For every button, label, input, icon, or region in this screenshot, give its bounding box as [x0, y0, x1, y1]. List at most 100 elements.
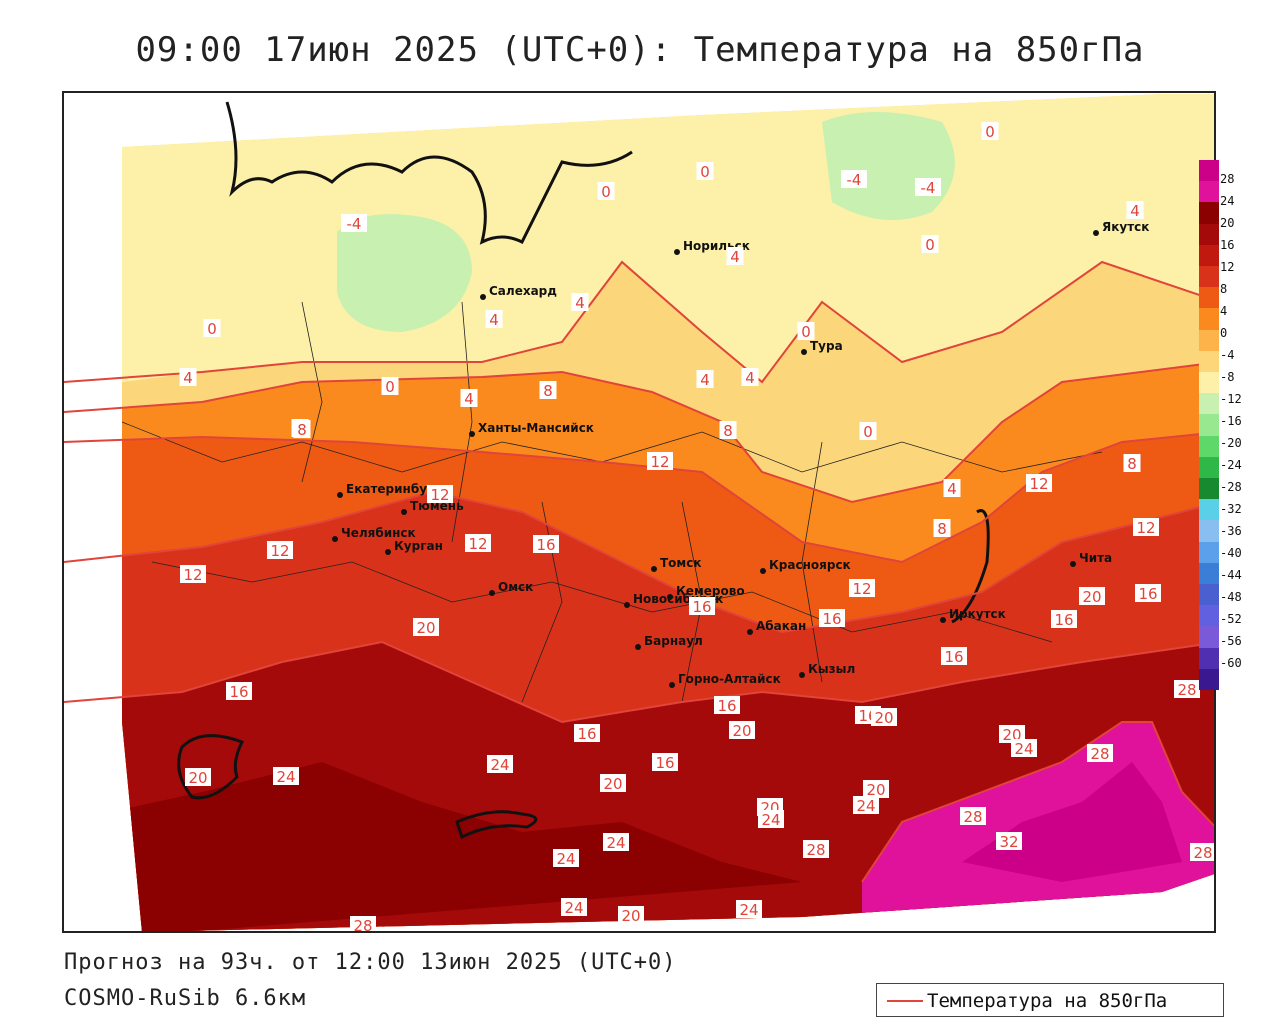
svg-text:20: 20 — [732, 722, 751, 740]
svg-text:4: 4 — [745, 369, 755, 387]
isotherm-label: 16 — [574, 724, 600, 743]
isotherm-label: 12 — [1026, 474, 1052, 493]
colorbar-segment — [1199, 308, 1219, 331]
isotherm-label: 0 — [381, 377, 399, 396]
svg-text:4: 4 — [489, 311, 499, 329]
city-label: Якутск — [1102, 220, 1149, 234]
isotherm-label: 20 — [618, 906, 644, 925]
colorbar-tick-label: -28 — [1220, 480, 1242, 494]
city-label: Томск — [660, 556, 702, 570]
isotherm-label: 24 — [853, 796, 879, 815]
svg-text:16: 16 — [944, 648, 963, 666]
isotherm-label: 8 — [293, 420, 311, 439]
svg-text:16: 16 — [577, 725, 596, 743]
temperature-map[interactable]: Норильск Якутск Салехард Тура Ханты-Мансийск… — [62, 91, 1216, 933]
city-dot — [1070, 561, 1076, 567]
city-dot — [801, 349, 807, 355]
svg-text:24: 24 — [556, 850, 575, 868]
isotherm-label: 16 — [1051, 610, 1077, 629]
colorbar-segment — [1199, 414, 1219, 437]
isotherm-label: 28 — [1190, 843, 1214, 862]
isotherm-label: 16 — [689, 597, 715, 616]
colorbar-segment — [1199, 541, 1219, 564]
svg-text:16: 16 — [229, 683, 248, 701]
city-label: Красноярск — [769, 558, 851, 572]
isotherm-label: 16 — [1135, 584, 1161, 603]
colorbar-tick-label: 12 — [1220, 260, 1235, 274]
colorbar-segment — [1199, 478, 1219, 500]
colorbar-tick-label: -20 — [1220, 436, 1242, 450]
isotherm-label: 16 — [714, 696, 740, 715]
isotherm-label: 24 — [487, 755, 513, 774]
colorbar-tick-label: -16 — [1220, 414, 1242, 428]
isotherm-label: 4 — [460, 389, 478, 408]
isotherm-label: 0 — [797, 322, 815, 341]
svg-text:12: 12 — [270, 542, 289, 560]
colorbar-segment — [1199, 456, 1219, 479]
svg-text:4: 4 — [700, 371, 710, 389]
svg-text:28: 28 — [963, 808, 982, 826]
city-label: Кемерово — [676, 584, 745, 598]
city-dot — [332, 536, 338, 542]
svg-text:28: 28 — [1193, 844, 1212, 862]
colorbar-tick-label: 28 — [1220, 172, 1235, 186]
svg-text:4: 4 — [730, 248, 740, 266]
isotherm-label: 20 — [871, 708, 897, 727]
city-dot — [674, 249, 680, 255]
isotherm-label: -4 — [341, 214, 367, 233]
isotherm-label: 16 — [819, 609, 845, 628]
svg-text:16: 16 — [1054, 611, 1073, 629]
colorbar-tick-label: -12 — [1220, 392, 1242, 406]
svg-text:0: 0 — [801, 323, 811, 341]
colorbar-tick-label: 0 — [1220, 326, 1228, 340]
isotherm-label: 20 — [413, 618, 439, 637]
map-canvas[interactable]: НорильскЯкутскСалехардТураХанты-Мансийск… — [64, 93, 1214, 931]
svg-text:12: 12 — [430, 486, 449, 504]
colorbar-segment — [1199, 372, 1219, 394]
colorbar-segment — [1199, 329, 1219, 352]
svg-text:24: 24 — [1014, 740, 1033, 758]
isotherm-label: 0 — [921, 235, 939, 254]
forecast-info: Прогноз на 93ч. от 12:00 13июн 2025 (UTC… — [64, 950, 677, 975]
svg-text:0: 0 — [700, 163, 710, 181]
isotherm-label: 12 — [465, 534, 491, 553]
isotherm-label: 8 — [933, 519, 951, 538]
city-dot — [760, 568, 766, 574]
colorbar-tick-label: 4 — [1220, 304, 1228, 318]
coastlines — [177, 101, 990, 840]
svg-text:20: 20 — [188, 769, 207, 787]
isotherm-label: 4 — [179, 368, 197, 387]
admin-borders — [121, 301, 1103, 703]
temperature-colorbar — [1199, 160, 1219, 691]
colorbar-tick-label: -32 — [1220, 502, 1242, 516]
isotherm-label: 32 — [996, 832, 1022, 851]
svg-text:20: 20 — [416, 619, 435, 637]
svg-text:0: 0 — [601, 183, 611, 201]
isotherm-label: 16 — [226, 682, 252, 701]
svg-text:24: 24 — [490, 756, 509, 774]
isotherm-label: 16 — [652, 753, 678, 772]
city-dot — [385, 549, 391, 555]
colorbar-tick-label: -24 — [1220, 458, 1242, 472]
colorbar-segment — [1199, 160, 1219, 182]
city-dot — [401, 509, 407, 515]
isotherm-label: 24 — [1011, 739, 1037, 758]
svg-text:28: 28 — [1090, 745, 1109, 763]
svg-text:12: 12 — [183, 566, 202, 584]
city-label: Чита — [1079, 551, 1112, 565]
colorbar-tick-label: 8 — [1220, 282, 1228, 296]
city-label: Ханты-Мансийск — [478, 421, 594, 435]
isotherm-label: 28 — [1087, 744, 1113, 763]
isotherm-label: 12 — [427, 485, 453, 504]
city-dot — [747, 629, 753, 635]
svg-text:24: 24 — [276, 768, 295, 786]
city-dot — [337, 492, 343, 498]
city-label: Барнаул — [644, 634, 703, 648]
city-label: Курган — [394, 539, 443, 553]
svg-text:24: 24 — [856, 797, 875, 815]
svg-text:0: 0 — [207, 320, 217, 338]
svg-text:4: 4 — [464, 390, 474, 408]
isotherm-label: 8 — [539, 381, 557, 400]
svg-text:20: 20 — [603, 775, 622, 793]
svg-text:24: 24 — [739, 901, 758, 919]
